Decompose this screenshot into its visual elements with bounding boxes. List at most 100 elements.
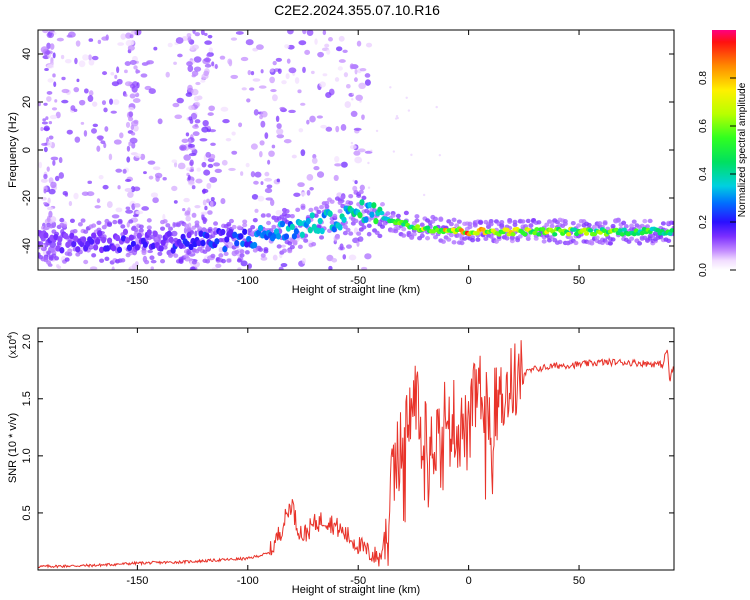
heatmap-cell [385,211,391,216]
heatmap-cell [297,182,305,188]
heatmap-cell [214,63,218,70]
heatmap-cell [188,138,192,144]
heatmap-cell [254,208,259,213]
heatmap-cell [316,115,323,119]
heatmap-cell [67,248,73,253]
heatmap-cell [189,159,194,167]
heatmap-cell [395,213,401,219]
heatmap-cell [395,115,399,118]
heatmap-cell [435,105,438,109]
heatmap-cell [109,98,114,105]
heatmap-cell [150,192,159,198]
heatmap-cell [433,216,438,222]
colorbar: 0.0 0.2 0.4 0.6 0.8 Normalized spectral ampl… [698,30,748,277]
heatmap-cell [43,255,49,261]
heatmap-cell [338,35,345,42]
heatmap-cell [377,233,383,239]
heatmap-cell [64,58,72,64]
heatmap-cell [322,30,327,36]
heatmap-cell [349,144,357,150]
heatmap-cell [191,212,197,218]
heatmap-cell [666,238,672,243]
spectrogram-x-ticks: -150 -100 -50 0 50 [126,30,585,287]
heatmap-cell [160,239,166,246]
heatmap-cell [592,224,597,230]
heatmap-cell [331,225,337,233]
heatmap-cell [279,106,286,111]
heatmap-cell [55,245,61,252]
heatmap-cell [115,207,123,213]
heatmap-cell [43,102,48,106]
heatmap-cell [597,221,603,226]
x-tick-label: -150 [126,275,148,287]
heatmap-cell [313,206,319,211]
heatmap-cell [268,150,275,157]
heatmap-cell [316,209,322,215]
heatmap-cell [260,213,266,218]
heatmap-cell [120,235,127,242]
heatmap-cell [259,150,263,158]
heatmap-cell [96,220,102,225]
heatmap-cell [325,126,333,132]
heatmap-cell [355,94,363,101]
snr-series-line [37,340,674,569]
heatmap-cell [285,73,290,80]
heatmap-cell [342,224,348,230]
heatmap-cell [205,246,211,251]
heatmap-cell [128,219,134,224]
heatmap-cell [97,39,102,45]
heatmap-cell [373,217,379,225]
heatmap-cell [195,81,201,86]
heatmap-cell [200,30,205,36]
heatmap-cell [107,222,113,228]
heatmap-cell [91,55,99,61]
heatmap-cell [160,226,166,231]
heatmap-cell [410,153,413,157]
heatmap-cell [80,121,85,125]
heatmap-cell [133,119,139,124]
heatmap-cell [305,217,311,225]
heatmap-cell [271,224,277,230]
heatmap-cell [60,54,65,60]
heatmap-cell [183,227,188,234]
heatmap-cell [294,77,300,84]
heatmap-cell [351,92,355,96]
heatmap-cell [258,85,267,89]
heatmap-cell [241,87,247,91]
heatmap-cell [103,107,108,113]
heatmap-cell [173,200,178,204]
heatmap-cell [46,64,55,69]
heatmap-cell [125,121,131,128]
heatmap-cell [256,229,262,237]
heatmap-cell [97,230,103,237]
heatmap-cell [134,203,141,208]
heatmap-cell [188,153,197,157]
heatmap-cell [364,253,372,260]
heatmap-cell [601,228,608,234]
heatmap-cell [341,216,347,223]
heatmap-cell [536,232,542,237]
heatmap-cell [244,241,250,248]
heatmap-cell [317,217,323,225]
heatmap-cell [104,126,109,132]
heatmap-cell [126,145,131,152]
heatmap-cell [440,239,446,244]
heatmap-cell [203,32,208,36]
heatmap-cell [46,96,52,102]
heatmap-cell [168,236,174,243]
heatmap-cell [206,182,212,189]
heatmap-cell [326,49,331,55]
heatmap-cell [557,239,563,245]
heatmap-cell [211,61,215,67]
heatmap-cell [271,144,276,149]
heatmap-cell [317,51,324,58]
heatmap-cell [126,221,130,228]
heatmap-cell [380,202,385,207]
heatmap-cell [52,160,56,166]
heatmap-cell [260,253,266,258]
heatmap-cell [363,216,369,223]
heatmap-cell [162,177,167,181]
heatmap-cell [186,226,192,232]
heatmap-cell [594,235,600,240]
heatmap-cell [126,244,133,251]
